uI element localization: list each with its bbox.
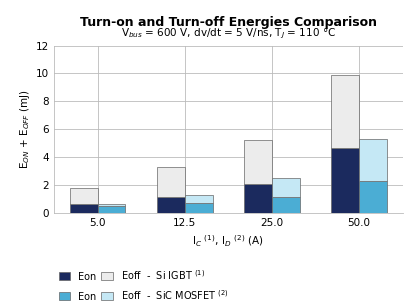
Bar (185, 203, 212, 213)
Bar (244, 140, 272, 184)
Bar (157, 197, 185, 213)
Bar (331, 75, 359, 148)
Bar (359, 181, 387, 213)
Bar (359, 139, 387, 181)
Bar (272, 178, 300, 198)
Bar (244, 184, 272, 213)
Bar (272, 198, 300, 213)
Bar (157, 167, 185, 197)
Bar (70, 188, 98, 204)
Text: V$_{bus}$ = 600 V, dv/dt = 5 V/ns, T$_J$ = 110 °C: V$_{bus}$ = 600 V, dv/dt = 5 V/ns, T$_J$… (121, 26, 336, 40)
Bar (70, 204, 98, 213)
Bar (98, 204, 125, 206)
Bar (185, 195, 212, 203)
Title: Turn-on and Turn-off Energies Comparison: Turn-on and Turn-off Energies Comparison (80, 16, 377, 29)
Y-axis label: E$_{ON}$ + E$_{OFF}$ (mJ): E$_{ON}$ + E$_{OFF}$ (mJ) (18, 89, 32, 169)
Legend: Eon, Eoff  -  SiC MOSFET $^{(2)}$: Eon, Eoff - SiC MOSFET $^{(2)}$ (59, 288, 229, 302)
Bar (98, 206, 125, 213)
X-axis label: I$_C$ $^{(1)}$, I$_D$ $^{(2)}$ (A): I$_C$ $^{(1)}$, I$_D$ $^{(2)}$ (A) (193, 233, 264, 249)
Bar (331, 148, 359, 213)
